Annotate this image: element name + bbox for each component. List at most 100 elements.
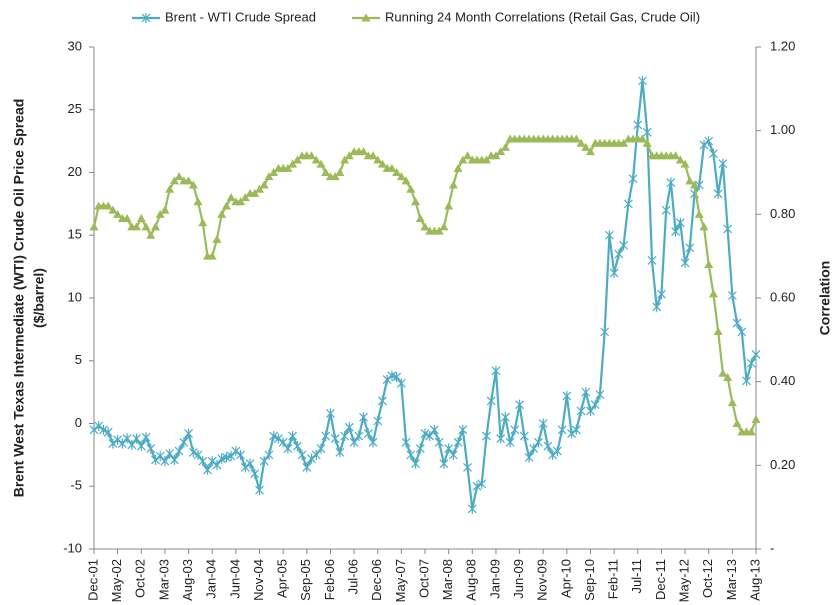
marker <box>193 449 203 460</box>
marker <box>496 433 506 444</box>
marker <box>737 326 747 337</box>
marker <box>349 437 359 448</box>
x-tick-label: Oct-12 <box>700 559 715 598</box>
marker <box>103 201 113 210</box>
marker <box>150 222 160 231</box>
y-tick-label: 10 <box>68 289 82 304</box>
marker <box>207 251 217 260</box>
x-tick-label: Mar-03 <box>156 559 171 600</box>
marker <box>713 326 723 335</box>
marker <box>146 443 156 454</box>
y-tick-label: 5 <box>75 352 82 367</box>
marker <box>382 374 392 385</box>
marker <box>727 290 737 301</box>
marker <box>188 447 198 458</box>
marker <box>245 458 255 469</box>
marker <box>420 222 430 231</box>
marker <box>141 222 151 231</box>
marker <box>344 151 354 160</box>
marker <box>198 456 208 467</box>
marker <box>434 226 444 235</box>
marker <box>335 168 345 176</box>
x-tick-label: Mar-08 <box>440 559 455 600</box>
marker <box>406 184 416 193</box>
marker <box>359 412 368 423</box>
x-tick-label: Jun-09 <box>511 559 526 599</box>
marker <box>619 240 629 251</box>
marker <box>151 454 160 465</box>
marker <box>552 446 562 457</box>
marker <box>288 431 298 442</box>
marker <box>240 462 250 473</box>
marker <box>500 412 510 423</box>
x-tick-label: May-07 <box>393 559 408 602</box>
marker <box>638 134 648 143</box>
marker <box>467 503 477 514</box>
marker <box>396 172 406 181</box>
marker <box>264 449 274 460</box>
marker <box>727 398 737 407</box>
marker <box>671 151 681 160</box>
marker <box>675 217 685 228</box>
marker <box>259 180 269 189</box>
marker <box>685 242 695 253</box>
marker <box>255 485 264 496</box>
marker <box>444 443 454 454</box>
legend-label: Running 24 Month Correlations (Retail Ga… <box>385 9 700 24</box>
y2-tick-label: 1.00 <box>770 122 795 137</box>
marker <box>354 431 364 442</box>
marker <box>453 437 463 448</box>
x-tick-label: Sep-10 <box>582 559 597 601</box>
marker <box>108 205 118 214</box>
marker <box>122 214 132 223</box>
marker <box>340 431 350 442</box>
x-tick-label: Feb-11 <box>606 559 621 599</box>
marker <box>396 378 406 389</box>
marker <box>746 427 756 436</box>
x-tick-label: May-12 <box>677 559 692 602</box>
marker <box>160 456 170 467</box>
y-tick-label: 25 <box>68 101 82 116</box>
x-tick-label: Jun-04 <box>227 559 242 599</box>
marker <box>680 257 690 268</box>
marker <box>363 428 373 439</box>
marker <box>326 408 335 419</box>
marker <box>307 151 317 160</box>
marker <box>571 134 581 143</box>
marker <box>420 428 430 439</box>
marker <box>430 424 439 435</box>
marker <box>292 441 302 452</box>
marker <box>723 223 733 234</box>
y-tick-label: 15 <box>68 227 82 242</box>
marker <box>198 218 208 227</box>
marker <box>444 201 454 210</box>
marker <box>576 138 586 147</box>
x-tick-label: Nov-09 <box>535 559 550 601</box>
y-tick-label: 0 <box>75 415 82 430</box>
marker <box>434 437 444 448</box>
x-tick-label: Mar-13 <box>724 559 739 600</box>
marker <box>283 443 293 454</box>
marker <box>231 446 241 457</box>
marker <box>557 424 567 435</box>
marker <box>623 198 633 209</box>
marker <box>165 184 175 193</box>
marker <box>307 453 316 464</box>
marker <box>113 434 123 445</box>
marker <box>273 433 283 444</box>
marker <box>103 427 113 438</box>
marker <box>89 222 99 231</box>
marker <box>316 159 326 168</box>
marker <box>472 481 482 492</box>
y-tick-label: 20 <box>68 164 82 179</box>
marker <box>415 214 425 223</box>
y-tick-label: -10 <box>63 540 82 555</box>
marker <box>657 289 666 300</box>
marker <box>562 390 572 401</box>
marker <box>415 443 425 454</box>
marker <box>321 168 331 176</box>
marker <box>377 159 387 168</box>
marker <box>567 428 577 439</box>
marker <box>240 193 250 202</box>
marker <box>155 209 165 218</box>
